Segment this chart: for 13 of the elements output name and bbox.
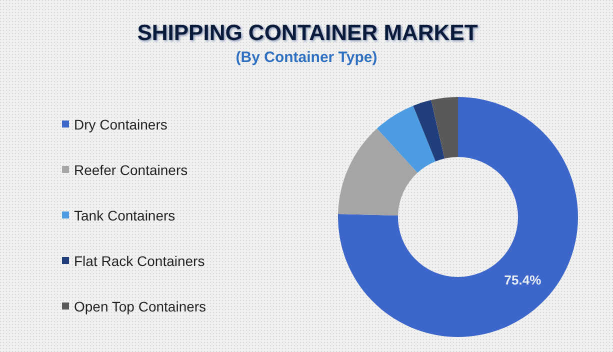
donut-slice bbox=[376, 106, 436, 173]
legend-label: Open Top Containers bbox=[74, 298, 206, 314]
legend-label: Tank Containers bbox=[74, 208, 176, 224]
donut-slice bbox=[413, 100, 445, 162]
chart-title: SHIPPING CONTAINER MARKET bbox=[137, 20, 478, 45]
donut-slice bbox=[431, 97, 458, 159]
donut-slice bbox=[338, 97, 578, 337]
legend-label: Dry Containers bbox=[74, 116, 168, 132]
chart-subtitle: (By Container Type) bbox=[236, 49, 378, 66]
donut-slice bbox=[338, 128, 418, 216]
data-label: 75.4% bbox=[504, 272, 542, 288]
legend-label: Flat Rack Containers bbox=[74, 253, 205, 269]
legend-label: Reefer Containers bbox=[74, 162, 188, 178]
